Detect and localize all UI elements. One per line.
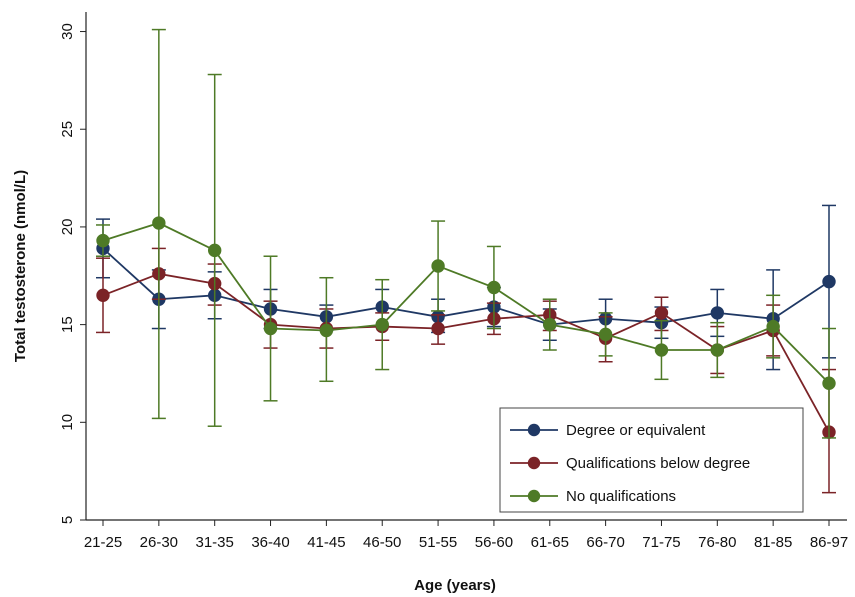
x-tick-label: 46-50 bbox=[363, 534, 401, 551]
data-point bbox=[543, 317, 557, 332]
legend-label: No qualifications bbox=[566, 488, 676, 505]
y-axis-title: Total testosterone (nmol/L) bbox=[12, 170, 29, 362]
x-tick-label: 76-80 bbox=[698, 534, 736, 551]
y-tick-label: 30 bbox=[59, 23, 76, 40]
data-point bbox=[766, 319, 780, 334]
data-point bbox=[487, 280, 501, 295]
data-point bbox=[710, 306, 725, 320]
legend-marker bbox=[527, 489, 541, 503]
data-point bbox=[822, 274, 836, 289]
data-point bbox=[654, 306, 669, 320]
x-tick-label: 61-65 bbox=[531, 534, 569, 551]
data-point bbox=[654, 343, 669, 357]
legend: Degree or equivalent Qualifications below… bbox=[499, 407, 804, 513]
data-point bbox=[710, 343, 725, 357]
legend-item: Qualifications below degree bbox=[510, 455, 750, 472]
data-point bbox=[375, 317, 389, 332]
legend-items: Degree or equivalent Qualifications below… bbox=[510, 422, 750, 505]
x-tick-label: 71-75 bbox=[642, 534, 680, 551]
legend-marker bbox=[527, 423, 541, 437]
series-line bbox=[102, 272, 830, 433]
legend-label: Degree or equivalent bbox=[566, 422, 706, 439]
x-tick-label: 26-30 bbox=[140, 534, 178, 551]
y-tick-label: 5 bbox=[59, 516, 76, 524]
data-point bbox=[207, 243, 222, 258]
x-tick-label: 81-85 bbox=[754, 534, 792, 551]
series-layer bbox=[96, 28, 836, 494]
data-point bbox=[263, 321, 278, 336]
data-point bbox=[96, 233, 110, 248]
series-line bbox=[102, 222, 830, 384]
x-tick-label: 66-70 bbox=[586, 534, 624, 551]
x-tick-label: 31-35 bbox=[196, 534, 234, 551]
legend-item: No qualifications bbox=[510, 488, 676, 505]
data-point bbox=[431, 321, 445, 336]
series-line bbox=[102, 247, 830, 326]
x-tick-label: 86-97 bbox=[810, 534, 848, 551]
x-tick-label: 56-60 bbox=[475, 534, 513, 551]
data-point bbox=[319, 323, 334, 338]
y-tick-label: 20 bbox=[59, 219, 76, 236]
legend-marker bbox=[527, 456, 541, 470]
y-tick-label: 15 bbox=[59, 316, 76, 333]
data-point bbox=[96, 288, 110, 303]
x-axis-ticks: 21-25 26-30 31-35 36-40 41-45 46-50 51-55 56-60… bbox=[84, 520, 848, 551]
data-point bbox=[431, 259, 445, 273]
legend-box bbox=[499, 407, 804, 513]
legend-label: Qualifications below degree bbox=[566, 455, 750, 472]
x-tick-label: 36-40 bbox=[251, 534, 289, 551]
data-point bbox=[152, 216, 166, 230]
x-tick-label: 41-45 bbox=[307, 534, 345, 551]
legend-item: Degree or equivalent bbox=[510, 422, 706, 439]
x-tick-label: 21-25 bbox=[84, 534, 122, 551]
x-tick-label: 51-55 bbox=[419, 534, 457, 551]
data-point bbox=[822, 376, 836, 390]
y-tick-label: 10 bbox=[59, 414, 76, 431]
y-tick-label: 25 bbox=[59, 121, 76, 138]
data-point bbox=[598, 327, 613, 342]
x-axis-title: Age (years) bbox=[414, 577, 496, 594]
series-3 bbox=[96, 28, 836, 439]
y-axis-ticks: 5 10 15 20 25 30 bbox=[59, 23, 86, 524]
